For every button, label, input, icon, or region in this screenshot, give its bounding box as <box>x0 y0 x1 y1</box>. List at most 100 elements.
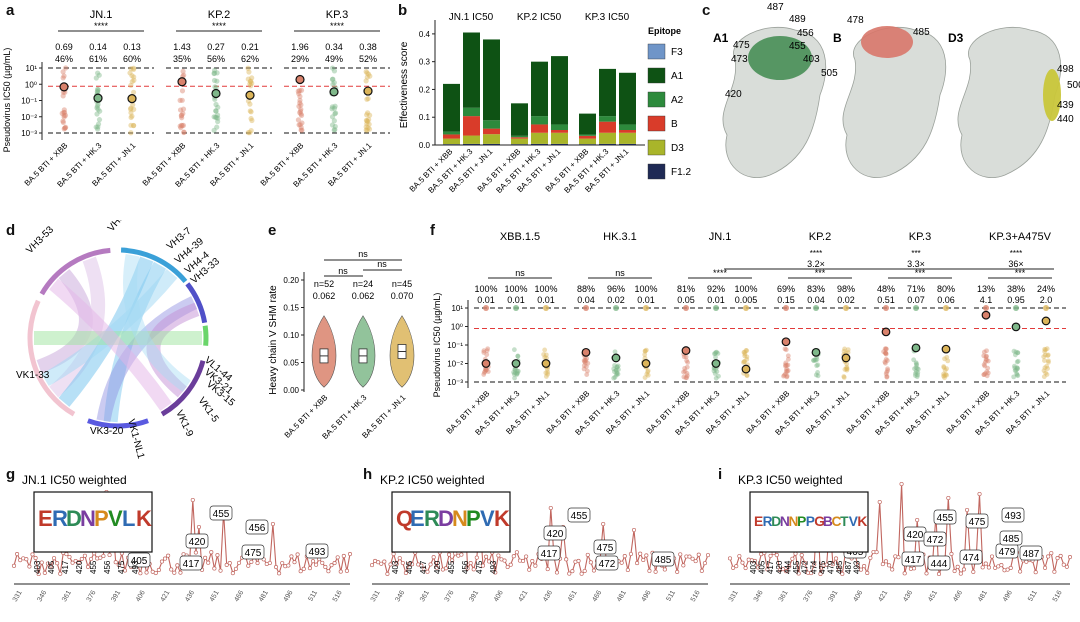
profile-point <box>527 567 532 572</box>
panel-f-dot <box>1015 350 1021 356</box>
panel-f-dot <box>784 369 790 374</box>
panel-f-dot <box>543 352 549 358</box>
panel-a-percent-value: 35% <box>173 54 191 64</box>
panel-a-median-dot <box>211 88 221 99</box>
profile-logo-letter: V <box>480 506 495 531</box>
profile-logo-letter: D <box>771 514 781 529</box>
panel-f-percent-value: 100% <box>504 284 527 294</box>
profile-point <box>286 563 291 568</box>
panel-f-dot <box>783 347 789 353</box>
panel-f-dot <box>884 358 890 363</box>
profile-point <box>999 563 1004 568</box>
panel-a-dot <box>215 104 221 110</box>
panel-a-dot <box>95 89 101 95</box>
panel-f-dot <box>783 362 788 368</box>
panel-f-dot <box>843 305 849 311</box>
panel-f-dot <box>981 349 987 355</box>
panel-c-residue-label: 478 <box>847 15 864 26</box>
profile-xtick-label: 406 <box>135 589 147 603</box>
panel-f-ytick-label: 10⁻¹ <box>447 341 463 350</box>
panel-a-dot <box>331 105 338 111</box>
panel-a-dot <box>298 87 305 93</box>
panel-a-median-dot <box>295 74 305 85</box>
profile-point <box>949 551 954 556</box>
panel-a-dot <box>248 109 254 115</box>
panel-f-dot <box>741 360 746 365</box>
profile-point <box>403 570 408 576</box>
panel-f-dot <box>615 371 621 377</box>
profile-callout-box <box>933 509 957 525</box>
profile-point <box>548 505 553 511</box>
profile-xtick-label: 391 <box>110 589 122 603</box>
panel-a-dot <box>60 118 66 124</box>
profile-point <box>591 568 596 573</box>
panel-f-dot <box>683 305 689 311</box>
panel-f-dot <box>912 373 918 378</box>
panel-b-bar-segment-d3 <box>443 138 460 145</box>
panel-a-dot <box>367 112 373 118</box>
profile-point <box>1046 554 1051 559</box>
panel-a-dot <box>332 111 338 117</box>
panel-b-legend-swatch <box>647 115 666 132</box>
profile-callout-label: 417 <box>541 549 558 560</box>
panel-a-ic50-value: 1.43 <box>173 42 191 52</box>
panel-f-dot <box>942 375 947 381</box>
panel-d-arc <box>39 247 111 296</box>
panel-f-percent-value: 13% <box>977 284 995 294</box>
panel-a-dot <box>248 127 254 134</box>
panel-a-dot <box>94 126 101 132</box>
panel-f-sig-label: *** <box>1015 268 1026 278</box>
panel-a-dot <box>96 72 102 78</box>
panel-f-ic50-value: 0.04 <box>807 295 825 305</box>
profile-point <box>883 559 889 564</box>
panel-a-dot <box>62 125 68 131</box>
panel-f-dot <box>616 367 621 373</box>
panel-f-percent-value: 69% <box>777 284 795 294</box>
panel-f-dot <box>682 368 688 374</box>
panel-b-bar-segment-b <box>443 134 460 139</box>
panel-d-gene-label: VK1-5 <box>196 395 221 424</box>
profile-point <box>834 556 839 561</box>
panel-f-dot <box>612 349 618 355</box>
panel-a-ic50-value: 0.27 <box>207 42 225 52</box>
panel-f-percent-value: 80% <box>937 284 955 294</box>
profile-point <box>190 497 195 503</box>
profile-point <box>113 560 118 565</box>
profile-point <box>153 570 158 576</box>
panel-a-dot <box>364 70 370 76</box>
panel-a-dot <box>179 123 185 129</box>
panel-f-dot <box>1012 352 1018 358</box>
panel-f-dot <box>584 372 590 377</box>
panel-b-legend-label: A2 <box>671 95 684 106</box>
panel-f-dot <box>1011 374 1017 380</box>
panel-f-dot <box>713 366 719 372</box>
panel-f-dot <box>1045 352 1051 358</box>
panel-f-dot <box>614 364 620 370</box>
panel-a-dot <box>367 73 373 79</box>
panel-a-dot <box>181 129 187 135</box>
profile-point <box>911 566 917 571</box>
panel-f-dot <box>515 353 521 359</box>
panel-f-dot <box>543 370 549 376</box>
panel-f-median-dot <box>641 359 651 368</box>
panel-f-dot <box>1015 358 1021 364</box>
panel-a-sig-label: **** <box>94 21 109 31</box>
profile-logo-site: 493 <box>852 560 861 574</box>
panel-f-dot <box>681 354 687 360</box>
panel-f-percent-value: 38% <box>1007 284 1025 294</box>
profile-point <box>880 562 885 567</box>
profile-callout-box <box>965 513 989 529</box>
panel-a-dot <box>95 70 101 76</box>
panel-f-dot <box>1011 348 1017 354</box>
profile-point <box>36 571 41 577</box>
profile-point <box>727 556 733 561</box>
profile-point <box>1064 564 1069 569</box>
panel-f-percent-value: 83% <box>807 284 825 294</box>
profile-point <box>82 553 87 558</box>
panel-b-bar-segment-f1.2 <box>551 143 568 145</box>
panel-a-dot <box>245 65 251 71</box>
profile-callout-label: 472 <box>927 535 944 546</box>
panel-b-ytick-label: 0.2 <box>419 85 431 94</box>
panel-f-dot <box>784 374 790 380</box>
panel-a-median-dot <box>363 86 373 96</box>
